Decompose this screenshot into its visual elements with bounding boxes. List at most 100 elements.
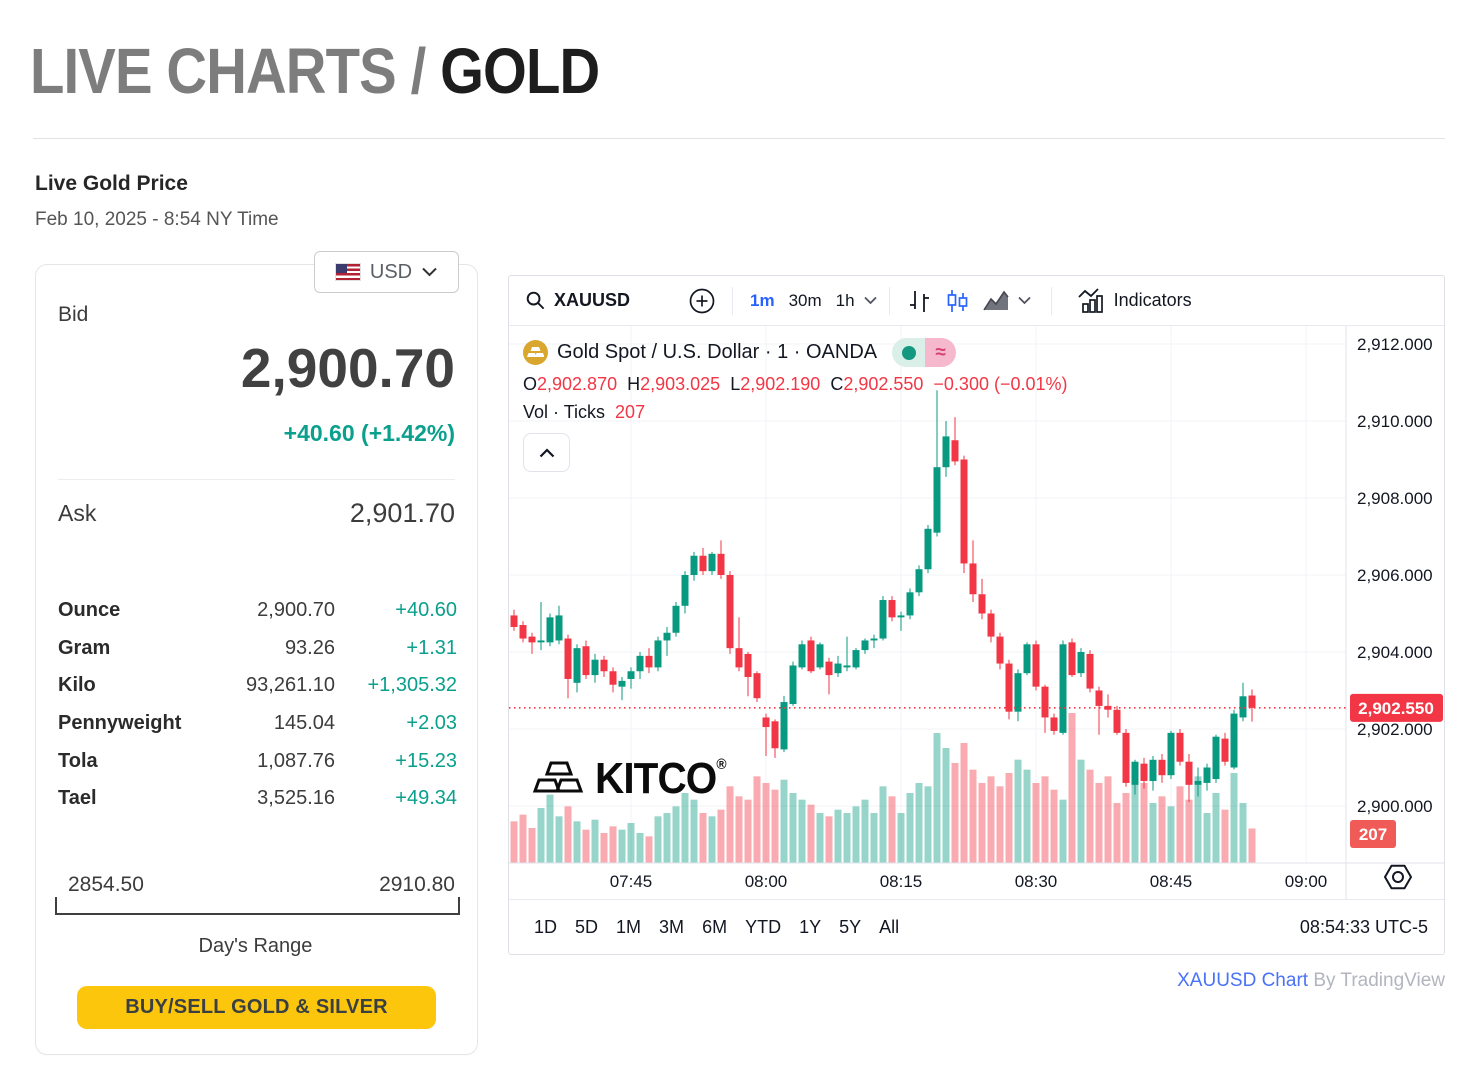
tradingview-chart-link[interactable]: XAUUSD Chart <box>1177 970 1309 991</box>
legend-collapse-button[interactable] <box>523 433 570 472</box>
svg-text:08:00: 08:00 <box>745 872 788 891</box>
bars-style-button[interactable] <box>900 284 938 318</box>
svg-text:2,910.000: 2,910.000 <box>1357 412 1433 431</box>
unit-change: +49.34 <box>395 787 457 810</box>
svg-text:2,902.000: 2,902.000 <box>1357 720 1433 739</box>
gold-coin-icon <box>523 340 548 365</box>
chart-bottom-toolbar: 1D 5D 1M 3M 6M YTD 1Y 5Y All 08:54:33 UT… <box>509 899 1444 955</box>
svg-text:2,912.000: 2,912.000 <box>1357 335 1433 354</box>
delayed-data-icon: ≈ <box>925 338 957 367</box>
header-divider <box>33 138 1445 139</box>
unit-change: +40.60 <box>395 599 457 622</box>
bid-change: +40.60 (+1.42%) <box>283 420 455 446</box>
unit-change: +2.03 <box>406 712 457 735</box>
page-title-section: LIVE CHARTS / <box>30 35 426 107</box>
candlestick-icon <box>947 289 967 312</box>
unit-label: Kilo <box>58 674 96 697</box>
range-1d[interactable]: 1D <box>534 917 558 937</box>
page-title-symbol: GOLD <box>440 35 600 107</box>
chart-area: 2,912.000 2,910.000 2,908.000 2,906.000 2,90… <box>509 326 1444 899</box>
kitco-gold-bars-icon <box>532 761 584 793</box>
svg-text:2,904.000: 2,904.000 <box>1357 643 1433 662</box>
range-5y[interactable]: 5Y <box>839 917 862 937</box>
table-row-tola: Tola 1,087.76 +15.23 <box>58 742 457 780</box>
unit-value: 93,261.10 <box>246 674 335 697</box>
currency-selector[interactable]: USD <box>314 251 459 293</box>
table-row-gram: Gram 93.26 +1.31 <box>58 630 457 668</box>
day-range-label: Day's Range <box>198 935 313 957</box>
toolbar-separator <box>888 286 890 315</box>
bar-change: −0.300 (−0.01%) <box>933 374 1068 394</box>
bid-label: Bid <box>58 303 89 326</box>
toolbar-separator <box>732 286 734 315</box>
indicators-button[interactable]: Indicators <box>1070 283 1198 318</box>
indicators-icon <box>1077 288 1103 313</box>
table-row-tael: Tael 3,525.16 +49.34 <box>58 780 457 818</box>
unit-change: +15.23 <box>395 749 457 772</box>
area-style-button[interactable] <box>976 284 1016 318</box>
ask-label: Ask <box>58 500 97 526</box>
candles-style-button[interactable] <box>938 284 976 318</box>
unit-value: 1,087.76 <box>257 749 335 772</box>
day-range-high: 2910.80 <box>379 873 455 896</box>
ask-price: 2,901.70 <box>349 498 455 528</box>
chart-clock[interactable]: 08:54:33 UTC-5 <box>1299 917 1428 937</box>
instrument-title[interactable]: Gold Spot / U.S. Dollar · 1 · OANDA <box>557 341 878 363</box>
range-ytd[interactable]: YTD <box>745 917 782 937</box>
range-1m[interactable]: 1M <box>616 917 642 937</box>
range-6m[interactable]: 6M <box>702 917 728 937</box>
unit-value: 3,525.16 <box>257 787 335 810</box>
interval-30m[interactable]: 30m <box>788 290 822 310</box>
svg-text:08:15: 08:15 <box>880 872 923 891</box>
chevron-down-icon <box>422 267 437 277</box>
currency-label: USD <box>369 260 413 283</box>
svg-text:07:45: 07:45 <box>610 872 653 891</box>
svg-text:2,906.000: 2,906.000 <box>1357 566 1433 585</box>
svg-text:08:30: 08:30 <box>1015 872 1058 891</box>
svg-text:2,908.000: 2,908.000 <box>1357 489 1433 508</box>
svg-text:08:45: 08:45 <box>1150 872 1193 891</box>
day-range-bar <box>55 897 460 915</box>
market-status-buttons[interactable]: ≈ <box>892 338 957 367</box>
table-row-pennyweight: Pennyweight 145.04 +2.03 <box>58 705 457 743</box>
ohlc-bars-icon <box>909 290 929 312</box>
unit-change: +1,305.32 <box>367 674 457 697</box>
svg-text:207: 207 <box>1359 825 1387 844</box>
chart-panel: XAUUSD 1m 30m 1h <box>508 275 1445 955</box>
bid-price: 2,900.70 <box>240 337 455 399</box>
buy-sell-button[interactable]: BUY/SELL GOLD & SILVER <box>77 986 436 1029</box>
day-range-low: 2854.50 <box>68 873 144 896</box>
unit-value: 145.04 <box>273 712 335 735</box>
unit-value: 93.26 <box>284 636 335 659</box>
range-5d[interactable]: 5D <box>575 917 599 937</box>
search-icon <box>526 291 545 310</box>
chevron-up-icon <box>539 447 554 457</box>
chart-toolbar: XAUUSD 1m 30m 1h <box>509 276 1444 326</box>
interval-1m[interactable]: 1m <box>750 290 775 310</box>
interval-menu-button[interactable] <box>862 292 879 309</box>
ohlc-readout: O2,902.870 H2,903.025 L2,902.190 C2,902.… <box>523 374 1068 394</box>
toolbar-separator <box>1050 286 1052 315</box>
quote-card <box>35 264 478 1055</box>
unit-label: Pennyweight <box>58 712 182 735</box>
compare-button[interactable] <box>682 283 722 319</box>
table-row-kilo: Kilo 93,261.10 +1,305.32 <box>58 667 457 705</box>
table-row-ounce: Ounce 2,900.70 +40.60 <box>58 592 457 630</box>
page-title: LIVE CHARTS / GOLD <box>30 34 600 108</box>
range-1y[interactable]: 1Y <box>799 917 822 937</box>
range-3m[interactable]: 3M <box>659 917 685 937</box>
indicators-label: Indicators <box>1113 290 1192 310</box>
svg-text:09:00: 09:00 <box>1285 872 1328 891</box>
svg-text:2,900.000: 2,900.000 <box>1357 797 1433 816</box>
card-divider <box>58 479 455 480</box>
section-title: Live Gold Price <box>35 172 188 195</box>
range-all[interactable]: All <box>879 917 900 937</box>
plus-circle-icon <box>689 288 715 313</box>
symbol-label: XAUUSD <box>554 290 631 310</box>
style-menu-button[interactable] <box>1016 292 1033 309</box>
timezone-settings-icon <box>1384 864 1412 890</box>
chart-legend: Gold Spot / U.S. Dollar · 1 · OANDA ≈ O2… <box>523 338 1068 472</box>
symbol-search-button[interactable]: XAUUSD <box>523 286 636 315</box>
interval-1h[interactable]: 1h <box>835 290 855 310</box>
candlestick-chart[interactable]: 2,912.000 2,910.000 2,908.000 2,906.000 2,90… <box>509 326 1444 899</box>
